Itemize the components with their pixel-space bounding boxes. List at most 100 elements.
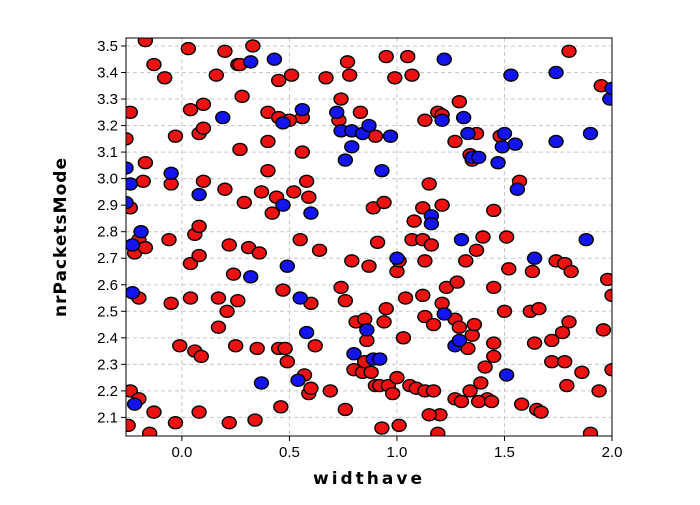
blue-data-point — [423, 217, 440, 231]
red-data-point — [486, 203, 502, 218]
red-data-point — [253, 185, 270, 199]
red-data-point — [544, 333, 560, 348]
blue-data-point — [490, 156, 506, 170]
red-data-point — [595, 323, 612, 337]
red-data-point — [415, 288, 431, 303]
blue-data-point — [294, 102, 311, 117]
red-data-point — [475, 230, 491, 244]
red-data-point — [430, 426, 446, 436]
blue-data-point — [337, 153, 354, 167]
red-data-point — [544, 355, 560, 369]
red-data-point — [273, 400, 289, 414]
red-data-point — [126, 105, 138, 119]
red-data-point — [404, 68, 420, 82]
red-data-point — [421, 408, 437, 422]
red-data-point — [318, 71, 334, 85]
y-tick-label: 2.7 — [97, 250, 118, 267]
y-tick-label: 3.1 — [97, 144, 118, 161]
red-data-point — [374, 421, 390, 435]
red-data-point — [311, 243, 328, 257]
x-tick-label: 2.0 — [602, 444, 623, 461]
red-data-point — [477, 360, 493, 374]
red-data-point — [397, 291, 414, 305]
red-data-point — [344, 254, 360, 268]
red-data-point — [251, 246, 268, 260]
red-data-point — [574, 365, 590, 380]
y-tick-label: 2.4 — [97, 330, 118, 347]
blue-data-point — [243, 270, 259, 284]
red-data-point — [146, 405, 162, 419]
red-data-point — [417, 113, 433, 127]
blue-data-point — [548, 134, 564, 149]
red-data-point — [182, 102, 199, 117]
blue-data-point — [509, 182, 526, 196]
blue-data-point — [451, 333, 468, 348]
red-data-point — [513, 397, 530, 411]
red-data-point — [221, 416, 237, 430]
red-data-point — [376, 315, 392, 329]
y-axis-title: nrPacketsMode — [51, 157, 71, 317]
blue-data-point — [578, 232, 594, 247]
red-data-point — [363, 365, 379, 380]
red-data-point — [307, 339, 323, 353]
red-data-point — [498, 230, 515, 244]
red-data-point — [561, 44, 577, 58]
y-tick-label: 2.9 — [97, 197, 118, 214]
red-data-point — [496, 304, 513, 318]
y-tick-label: 2.6 — [97, 277, 118, 294]
red-data-point — [451, 320, 468, 334]
red-data-point — [466, 317, 483, 332]
blue-data-point — [548, 65, 564, 80]
red-data-point — [234, 89, 250, 104]
red-data-point — [337, 293, 354, 308]
red-data-point — [283, 68, 300, 82]
blue-data-point — [372, 352, 388, 366]
red-data-point — [423, 238, 440, 252]
red-data-point — [524, 264, 541, 279]
blue-data-point — [290, 373, 306, 387]
red-data-point — [406, 214, 422, 228]
red-data-point — [236, 195, 252, 210]
red-data-point — [137, 240, 154, 255]
y-tick-label: 2.3 — [97, 356, 118, 373]
red-data-point — [135, 174, 151, 188]
red-data-point — [425, 384, 442, 398]
red-data-point — [604, 362, 612, 377]
red-data-point — [563, 264, 579, 279]
red-data-point — [473, 376, 489, 390]
blue-data-point — [126, 195, 134, 210]
y-tick-label: 3.0 — [97, 171, 118, 188]
red-data-point — [591, 384, 607, 398]
y-tick-label: 2.8 — [97, 224, 118, 241]
red-data-point — [389, 370, 405, 385]
blue-data-point — [126, 238, 141, 252]
red-data-point — [208, 68, 225, 82]
y-tick-label: 3.5 — [97, 38, 118, 55]
blue-data-point — [126, 177, 138, 191]
red-data-point — [217, 182, 233, 196]
red-data-point — [219, 304, 235, 318]
red-data-point — [277, 341, 293, 356]
blue-data-point — [329, 105, 345, 119]
blue-data-point — [344, 140, 360, 154]
y-axis-ticks: 2.1 2.2 2.3 2.4 2.5 2.6 2.7 2.8 2.9 3.0 3.1 3.2 3.3 3… — [97, 38, 126, 426]
red-data-point — [447, 134, 463, 149]
red-data-point — [468, 243, 485, 257]
blue-data-point — [359, 323, 375, 337]
blue-data-point — [507, 137, 523, 151]
blue-data-point — [243, 55, 259, 69]
red-data-point — [526, 336, 543, 350]
red-data-point — [292, 232, 308, 247]
data-points — [126, 38, 612, 436]
red-data-point — [486, 280, 502, 295]
red-data-point — [486, 336, 502, 350]
y-tick-label: 3.3 — [97, 91, 118, 108]
red-data-point — [195, 174, 212, 188]
blue-data-point — [126, 286, 141, 300]
red-data-point — [249, 341, 265, 356]
red-data-point — [451, 94, 468, 109]
red-data-point — [384, 386, 401, 401]
blue-data-point — [382, 129, 399, 143]
